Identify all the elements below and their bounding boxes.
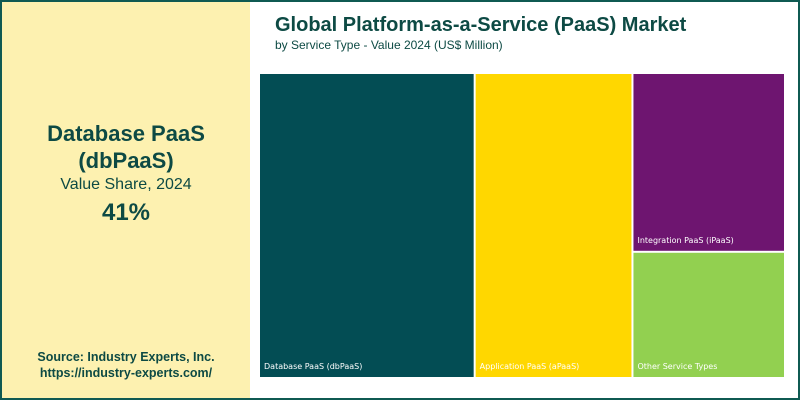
treemap-tile-4 — [633, 252, 784, 377]
treemap-tile-label: Other Service Types — [637, 362, 717, 371]
highlight-block: Database PaaS (dbPaaS) Value Share, 2024… — [2, 120, 250, 227]
chart-title: Global Platform-as-a-Service (PaaS) Mark… — [275, 14, 687, 36]
treemap-tile-3 — [633, 74, 784, 251]
treemap-tile-label: Database PaaS (dbPaaS) — [264, 362, 362, 371]
treemap-tile-2 — [475, 74, 632, 377]
highlight-subtitle: Value Share, 2024 — [60, 176, 192, 193]
source-note: Source: Industry Experts, Inc. https://i… — [2, 349, 250, 381]
highlight-segment-name: Database PaaS (dbPaaS) — [47, 121, 205, 173]
highlight-panel: Database PaaS (dbPaaS) Value Share, 2024… — [2, 2, 250, 398]
highlight-value: 41% — [101, 199, 151, 226]
treemap-tile-label: Application PaaS (aPaaS) — [480, 362, 580, 371]
source-url[interactable]: https://industry-experts.com/ — [39, 366, 213, 380]
source-line: Source: Industry Experts, Inc. — [37, 350, 215, 364]
treemap-tile-label: Integration PaaS (iPaaS) — [637, 236, 733, 245]
chart-subtitle: by Service Type - Value 2024 (US$ Millio… — [275, 38, 503, 52]
treemap-tile-1 — [260, 74, 474, 377]
